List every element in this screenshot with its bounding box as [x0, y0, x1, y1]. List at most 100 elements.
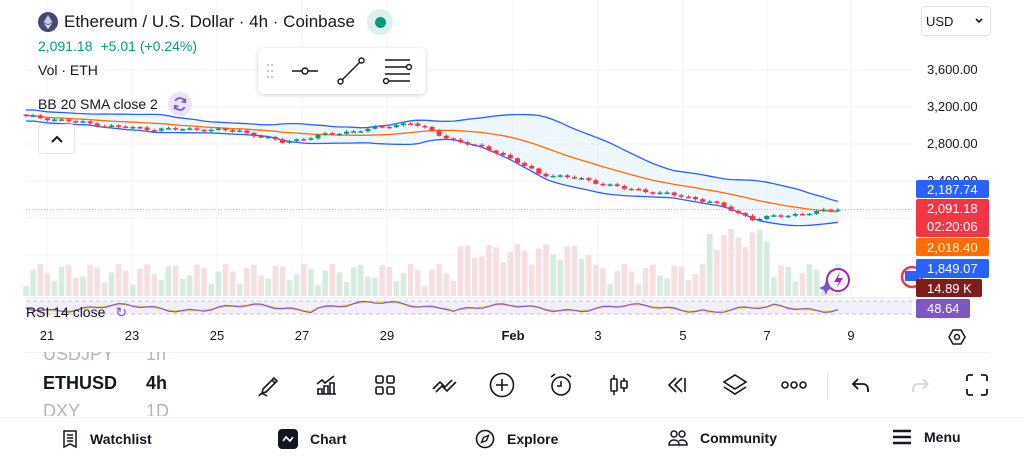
price-axis-label: 3,200.00 — [927, 99, 978, 114]
alarm-clock-icon — [550, 373, 572, 396]
time-axis-label: 23 — [124, 328, 140, 343]
chevron-down-icon — [975, 18, 983, 24]
community-icon — [668, 430, 688, 446]
toolbar-divider — [827, 372, 828, 400]
market-open-dot-icon — [374, 16, 386, 28]
symbol-legend[interactable]: Ethereum / U.S. Dollar · 4h · Coinbase — [38, 9, 394, 35]
price-axis-label: 3,600.00 — [927, 62, 978, 77]
nav-menu[interactable]: Menu — [892, 429, 961, 445]
fib-retracement-tool-button[interactable] — [380, 54, 414, 88]
currency-select[interactable]: USD — [921, 6, 991, 36]
redo-button[interactable] — [905, 370, 935, 400]
chart-icon — [278, 429, 298, 449]
volume-value: 14.89 K — [927, 280, 972, 296]
draw-button[interactable] — [254, 370, 284, 400]
picker-interval: 4h — [146, 373, 168, 393]
bollinger-indicator-legend[interactable]: BB 20 SMA close 2 — [38, 92, 192, 116]
time-axis-label: Feb — [501, 328, 525, 343]
nav-chart[interactable]: Chart — [278, 429, 347, 449]
picker-interval: 1D — [146, 401, 170, 416]
picker-row-ethusd[interactable]: ETHUSD 4h — [43, 373, 167, 394]
bb-lower-price-tag: 1,849.07 — [916, 259, 989, 278]
layers-icon — [722, 374, 748, 395]
chart-pane[interactable]: Ethereum / U.S. Dollar · 4h · Coinbase 2… — [0, 0, 1024, 352]
time-axis-label: 25 — [209, 328, 225, 343]
chart-settings-button[interactable] — [946, 326, 968, 348]
rsi-value: 48.64 — [927, 301, 960, 316]
nav-label: Community — [700, 430, 777, 446]
volume-indicator-legend[interactable]: Vol · ETH — [38, 62, 98, 78]
bottom-navigation: Watchlist Chart Explore Community Menu — [0, 417, 1024, 461]
layout-button[interactable] — [370, 370, 400, 400]
picker-symbol: DXY — [43, 401, 81, 416]
drag-handle[interactable] — [264, 63, 276, 79]
compass-icon — [475, 429, 495, 449]
chevron-up-icon — [50, 135, 63, 143]
ethereum-logo-icon — [38, 12, 58, 32]
object-tree-button[interactable] — [720, 370, 750, 400]
plus-circle-icon — [489, 372, 515, 398]
replay-rewind-icon — [667, 377, 686, 393]
horizontal-line-icon — [292, 67, 318, 75]
indicators-button[interactable] — [312, 370, 342, 400]
rsi-indicator-label: RSI 14 close — [26, 306, 106, 318]
add-button[interactable] — [487, 370, 517, 400]
more-dots-icon — [781, 381, 807, 389]
last-price-value: 2,091.18 — [927, 201, 978, 216]
price-change: +5.01 — [100, 38, 136, 54]
undo-button[interactable] — [846, 370, 876, 400]
menu-icon — [893, 429, 911, 445]
picker-row-dxy[interactable]: DXY 1D — [43, 401, 169, 416]
fib-retracement-icon — [382, 59, 413, 85]
candlestick-icon — [610, 375, 628, 395]
replay-button[interactable] — [662, 370, 692, 400]
bar-countdown: 02:20:06 — [927, 219, 978, 234]
nav-watchlist[interactable]: Watchlist — [62, 429, 152, 449]
collapse-legend-button[interactable] — [38, 124, 75, 154]
nav-label: Explore — [507, 431, 559, 447]
nav-explore[interactable]: Explore — [475, 429, 558, 449]
time-axis-label: 7 — [763, 328, 771, 343]
symbol-interval-picker[interactable]: USDJPY 1h ETHUSD 4h DXY 1D — [0, 352, 200, 416]
chart-bottom-toolbar — [0, 364, 1024, 408]
picker-row-usdjpy[interactable]: USDJPY 1h — [43, 352, 166, 365]
floating-drawing-toolbar[interactable] — [258, 48, 426, 94]
time-axis-label: 5 — [679, 328, 687, 343]
grid-layout-icon — [375, 375, 395, 395]
picker-symbol: ETHUSD — [43, 373, 118, 393]
settings-hexagon-icon — [948, 329, 966, 345]
volume-value-tag: 14.89 K — [916, 279, 982, 297]
bb-basis-price-tag: 2,018.40 — [916, 238, 989, 256]
rsi-indicator-legend[interactable]: RSI 14 close ↻ — [26, 306, 127, 318]
trend-line-icon — [337, 57, 365, 85]
time-axis-label: 9 — [847, 328, 855, 343]
bb-upper-price-tag: 2,187.74 — [916, 180, 989, 198]
nav-community[interactable]: Community — [668, 429, 777, 447]
indicators-icon — [316, 375, 336, 395]
more-button[interactable] — [779, 370, 809, 400]
compare-button[interactable] — [430, 370, 460, 400]
picker-symbol: USDJPY — [43, 352, 115, 364]
trend-line-tool-button[interactable] — [334, 54, 368, 88]
price-change-pct: (+0.24%) — [139, 38, 198, 54]
last-price: 2,091.18 — [38, 38, 93, 54]
fullscreen-icon — [966, 374, 988, 396]
alert-button[interactable] — [546, 370, 576, 400]
horizontal-line-tool-button[interactable] — [288, 54, 322, 88]
volume-indicator-label: Vol · ETH — [38, 62, 98, 78]
price-axis-label: 2,800.00 — [927, 136, 978, 151]
compare-symbols-icon — [432, 379, 457, 393]
time-axis-label: 21 — [39, 328, 55, 343]
pencil-icon — [258, 376, 279, 397]
bb-refresh-button[interactable] — [167, 92, 192, 116]
redo-icon — [912, 378, 930, 392]
market-status-indicator[interactable] — [367, 9, 394, 35]
chart-type-button[interactable] — [604, 370, 634, 400]
currency-value: USD — [926, 13, 954, 29]
rsi-refresh-icon[interactable]: ↻ — [115, 306, 128, 318]
bollinger-indicator-label: BB 20 SMA close 2 — [38, 96, 158, 112]
fullscreen-button[interactable] — [962, 370, 992, 400]
refresh-icon — [173, 97, 187, 111]
time-axis-label: 29 — [379, 328, 395, 343]
